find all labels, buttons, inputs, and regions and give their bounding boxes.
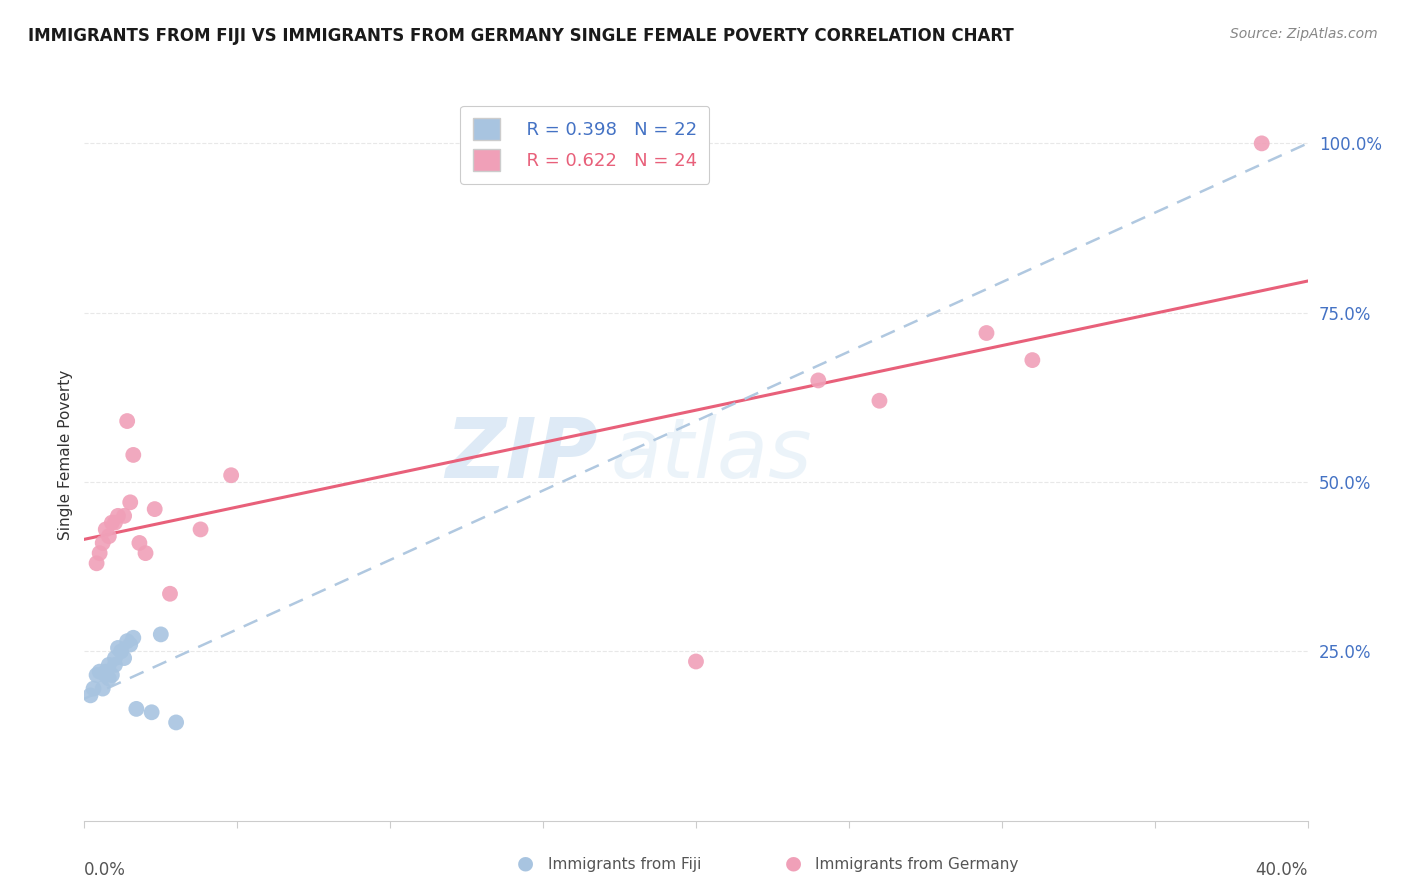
Point — [869, 393, 891, 408]
Point — [107, 640, 129, 655]
Point — [94, 665, 117, 679]
Point — [685, 655, 707, 669]
Point — [101, 668, 124, 682]
Point — [115, 634, 138, 648]
Point — [122, 448, 145, 462]
Point — [91, 536, 114, 550]
Point — [97, 529, 120, 543]
Point — [104, 657, 127, 672]
Point — [91, 681, 114, 696]
Point — [159, 587, 181, 601]
Point — [94, 668, 117, 682]
Point — [97, 672, 120, 686]
Point — [101, 516, 124, 530]
Text: IMMIGRANTS FROM FIJI VS IMMIGRANTS FROM GERMANY SINGLE FEMALE POVERTY CORRELATIO: IMMIGRANTS FROM FIJI VS IMMIGRANTS FROM … — [28, 27, 1014, 45]
Point — [79, 689, 101, 703]
Point — [1021, 353, 1043, 368]
Point — [135, 546, 157, 560]
Text: ZIP: ZIP — [446, 415, 598, 495]
Text: ●: ● — [785, 854, 801, 872]
Point — [83, 681, 105, 696]
Point — [86, 556, 108, 570]
Point — [141, 706, 163, 720]
Point — [1250, 136, 1272, 151]
Point — [112, 508, 135, 523]
Point — [107, 508, 129, 523]
Point — [104, 516, 127, 530]
Text: Immigrants from Germany: Immigrants from Germany — [815, 857, 1019, 872]
Text: atlas: atlas — [610, 415, 813, 495]
Point — [110, 644, 132, 658]
Point — [122, 631, 145, 645]
Point — [165, 715, 187, 730]
Text: 0.0%: 0.0% — [84, 861, 127, 879]
Point — [125, 702, 148, 716]
Legend:   R = 0.398   N = 22,   R = 0.622   N = 24: R = 0.398 N = 22, R = 0.622 N = 24 — [460, 105, 709, 184]
Point — [807, 373, 830, 387]
Point — [120, 495, 142, 509]
Text: Source: ZipAtlas.com: Source: ZipAtlas.com — [1230, 27, 1378, 41]
Text: ●: ● — [517, 854, 534, 872]
Point — [104, 651, 127, 665]
Text: Immigrants from Fiji: Immigrants from Fiji — [548, 857, 702, 872]
Point — [115, 414, 138, 428]
Point — [128, 536, 150, 550]
Point — [120, 638, 142, 652]
Point — [94, 523, 117, 537]
Point — [86, 668, 108, 682]
Point — [89, 546, 111, 560]
Point — [976, 326, 998, 340]
Point — [190, 523, 212, 537]
Text: 40.0%: 40.0% — [1256, 861, 1308, 879]
Point — [89, 665, 111, 679]
Point — [112, 651, 135, 665]
Point — [143, 502, 166, 516]
Y-axis label: Single Female Poverty: Single Female Poverty — [58, 370, 73, 540]
Point — [219, 468, 242, 483]
Point — [149, 627, 172, 641]
Point — [97, 657, 120, 672]
